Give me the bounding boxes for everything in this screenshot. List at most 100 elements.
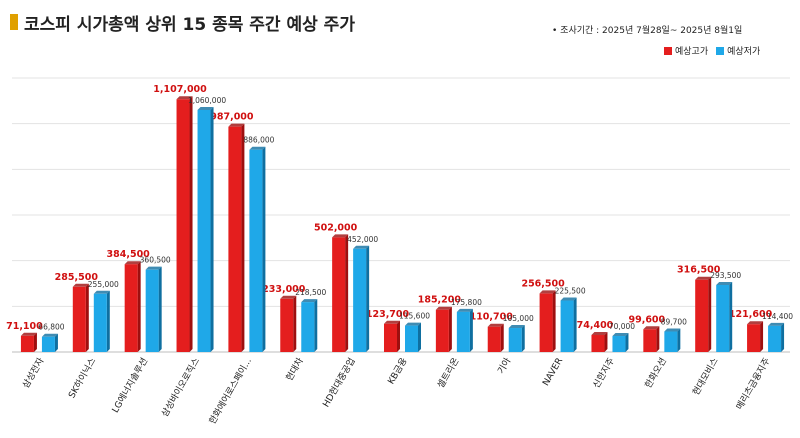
chart-title: 코스피 시가총액 상위 15 종목 주간 예상 주가 [24,15,355,35]
bar-top [508,325,525,329]
bar-low [41,336,55,352]
bar-low [664,331,678,352]
value-label-high: 99,600 [628,314,665,325]
legend-label-high: 예상고가 [675,47,709,57]
bar-side [781,322,785,352]
bar-low [145,269,159,352]
bar-top [716,281,733,285]
bar-side [521,325,525,352]
bar-low [301,302,315,352]
bar-high [280,298,294,352]
bar-top [249,146,266,150]
bar-top [664,328,681,332]
bar-side [314,299,318,352]
bar-top [539,290,556,294]
legend-label-low: 예상저가 [727,47,761,57]
bar-high [539,293,553,352]
value-label-low: 360,500 [140,256,171,265]
value-label-low: 218,500 [295,288,326,297]
value-label-low: 70,000 [609,322,635,331]
value-label-low: 89,700 [661,318,687,327]
bar-low [405,325,418,352]
bar-top [228,123,245,127]
category-label: 현대모비스 [691,356,721,397]
bar-side [85,283,89,352]
bar-low [768,325,782,352]
value-label-high: 285,500 [55,272,99,283]
bar-top [72,283,89,287]
category-label: LG에너지솔루션 [110,356,150,415]
bar-high [695,279,709,352]
bar-side [54,333,58,352]
bar-top [643,326,660,330]
bar-high [176,99,190,352]
bar-side [500,323,504,352]
bar-top [93,290,110,294]
value-label-low: 452,000 [347,235,378,244]
legend-item-low: 예상저가 [716,44,760,57]
bar-top [197,106,214,110]
bar-side [656,326,660,352]
bar-high [72,286,86,352]
legend-swatch-high [664,46,672,55]
bar-top [768,322,785,326]
bar-top [560,297,577,301]
bar-side [262,146,266,352]
bar-top [20,332,37,336]
bar-side [397,320,400,352]
bar-side [158,266,162,352]
bar-high [228,126,242,352]
bar-high [643,329,657,352]
value-label-high: 121,600 [729,309,773,320]
category-label: 셀트리온 [435,356,461,390]
category-label: 신한지주 [591,356,617,390]
bar-top [280,295,297,299]
category-label: 기아 [496,355,514,375]
bar-low [612,336,626,352]
bar-high [487,326,501,352]
bar-side [552,290,556,352]
bar-low [716,284,730,352]
bar-side [137,261,141,352]
value-label-low: 114,400 [762,312,793,321]
category-label: 삼성바이오로직스 [159,356,202,419]
title-marker [10,14,18,30]
bar-high [747,324,761,352]
category-label: 현대차 [283,355,306,383]
bar-high [384,323,397,352]
value-label-low: 175,800 [451,298,482,307]
bar-low [456,311,470,352]
bar-high [435,309,449,352]
bar-top [353,245,370,249]
category-label: 삼성전자 [20,355,46,390]
bar-top [301,299,318,303]
bar-top [145,266,162,270]
value-label-low: 293,500 [710,271,741,280]
value-label-low: 255,000 [88,280,119,289]
category-label: SK하이닉스 [66,356,98,400]
bar-high [332,237,346,352]
bar-top [487,323,504,327]
legend-item-high: 예상고가 [664,44,708,57]
bar-side [366,245,370,352]
bar-top [332,234,349,238]
category-label: 한화에어로스페이... [207,356,254,426]
value-label-high: 71,100 [6,321,43,332]
bar-side [293,295,297,352]
value-label-high: 233,000 [262,284,306,295]
bar-top [124,261,141,265]
category-label: 한화오션 [643,356,669,390]
value-label-high: 316,500 [677,265,721,276]
value-label-low: 1,060,000 [188,96,226,105]
legend: 예상고가 예상저가 [664,44,760,57]
bar-high [124,264,138,352]
bar-top [176,96,193,100]
bar-top [456,308,473,312]
bar-top [747,321,764,325]
legend-swatch-low [716,46,725,55]
bar-top [612,333,629,337]
bar-side [106,290,110,352]
category-label: HD현대중공업 [321,356,358,409]
value-label-high: 384,500 [107,249,151,260]
